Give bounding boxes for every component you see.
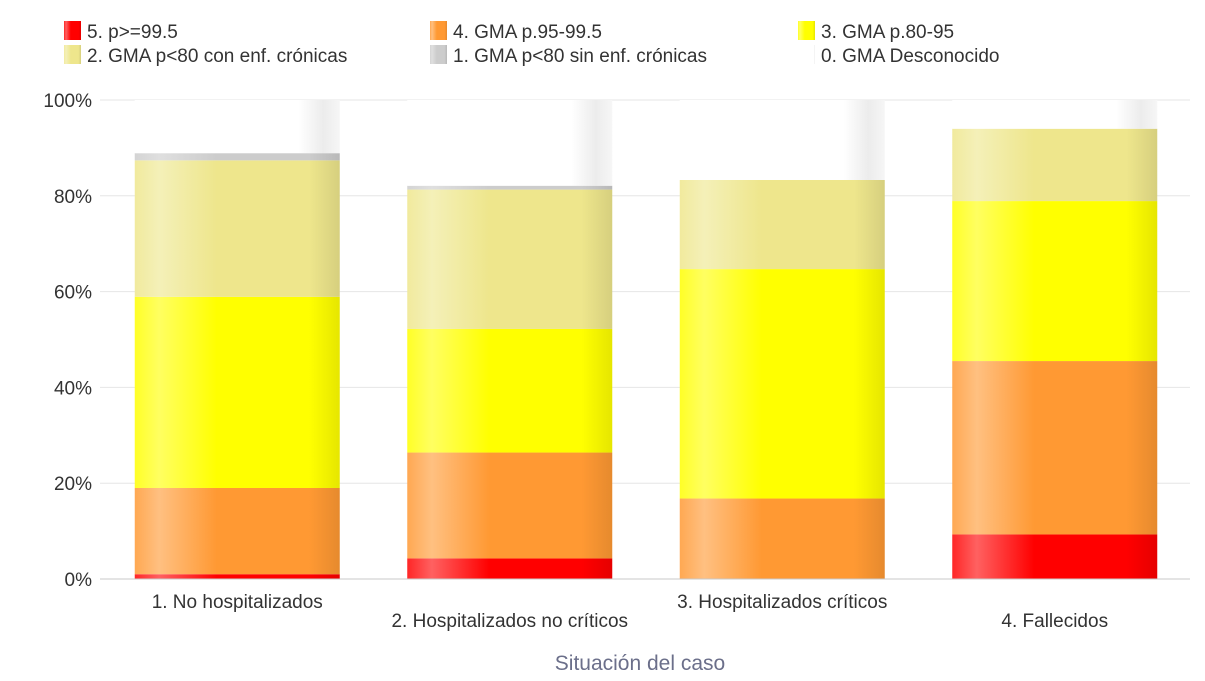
y-tick-label: 80% (54, 187, 92, 208)
bar-segment[interactable] (679, 179, 885, 270)
legend-item[interactable]: 5. p>=99.5 (64, 21, 178, 43)
axes: 0% 20% 40% 60% 80% 100% 1. No hospitalizados 2.… (43, 91, 1190, 632)
x-category-label: 2. Hospitalizados no críticos (391, 611, 628, 632)
bar-stack (134, 100, 340, 579)
bar-segment[interactable] (407, 100, 613, 186)
bar-segment[interactable] (679, 498, 885, 579)
bar-stack (407, 100, 613, 579)
bar-segment[interactable] (679, 269, 885, 499)
bar-segment[interactable] (679, 100, 885, 180)
legend-swatch (64, 21, 81, 40)
bar-segment[interactable] (952, 100, 1158, 129)
legend-item[interactable]: 2. GMA p<80 con enf. crónicas (64, 45, 347, 67)
x-category-label: 1. No hospitalizados (152, 592, 323, 613)
bar-segment[interactable] (952, 534, 1158, 579)
legend-item[interactable]: 0. GMA Desconocido (810, 45, 999, 67)
legend-label: 4. GMA p.95-99.5 (453, 22, 602, 43)
bar-segment[interactable] (952, 128, 1158, 202)
legend-item[interactable]: 3. GMA p.80-95 (798, 21, 954, 43)
bar-segment[interactable] (407, 328, 613, 453)
legend-label: 2. GMA p<80 con enf. crónicas (87, 46, 347, 67)
y-tick-label: 0% (65, 570, 93, 591)
legend-label: 1. GMA p<80 sin enf. crónicas (453, 46, 707, 67)
bar-segment[interactable] (407, 558, 613, 579)
legend-swatch (810, 45, 815, 64)
legend-label: 0. GMA Desconocido (821, 46, 999, 67)
bar-segment[interactable] (134, 574, 340, 579)
legend-item[interactable]: 4. GMA p.95-99.5 (430, 21, 602, 43)
legend-swatch (64, 45, 81, 64)
y-tick-label: 40% (54, 378, 92, 399)
bar-stack (679, 100, 885, 579)
legend-swatch (430, 45, 447, 64)
bar-segment[interactable] (407, 189, 613, 329)
bars (134, 100, 1158, 579)
bar-segment[interactable] (952, 201, 1158, 362)
y-tick-label: 60% (54, 283, 92, 304)
legend-swatch (430, 21, 447, 40)
bar-stack (952, 100, 1158, 579)
x-category-label: 3. Hospitalizados críticos (677, 592, 887, 613)
legend-label: 5. p>=99.5 (87, 22, 178, 43)
bar-segment[interactable] (134, 153, 340, 161)
legend: 5. p>=99.5 4. GMA p.95-99.5 3. GMA p.80-95… (64, 21, 999, 67)
legend-swatch (798, 21, 815, 40)
bar-segment[interactable] (134, 487, 340, 575)
legend-item[interactable]: 1. GMA p<80 sin enf. crónicas (430, 45, 707, 67)
bar-segment[interactable] (134, 100, 340, 154)
bar-segment[interactable] (952, 361, 1158, 535)
bar-segment[interactable] (134, 296, 340, 488)
y-tick-label: 20% (54, 474, 92, 495)
x-category-label: 4. Fallecidos (1001, 611, 1108, 632)
bar-segment[interactable] (407, 185, 613, 190)
bar-segment[interactable] (134, 160, 340, 297)
y-tick-label: 100% (43, 91, 92, 112)
legend-label: 3. GMA p.80-95 (821, 22, 954, 43)
bar-segment[interactable] (407, 452, 613, 559)
x-axis-title: Situación del caso (555, 652, 725, 675)
